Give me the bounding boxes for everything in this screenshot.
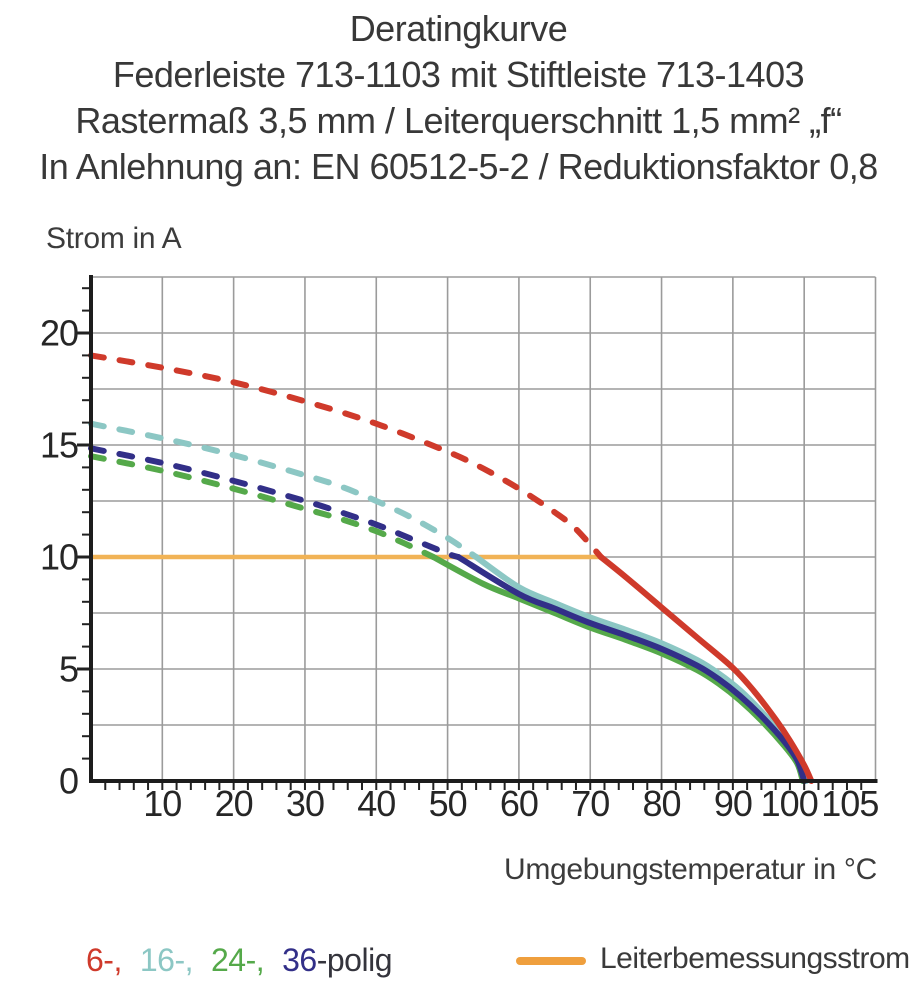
x-tick-label: 50 — [429, 783, 467, 824]
x-tick-label: 10 — [143, 783, 181, 824]
x-tick-label: 105 — [821, 783, 878, 824]
series-36-polig-solid-curve — [455, 554, 808, 784]
rated-current-label: Leiterbemessungsstrom — [600, 942, 910, 975]
legend-rated-current: Leiterbemessungsstrom — [516, 942, 910, 976]
legend-item-6-polig: 6-, — [86, 942, 122, 978]
title-line-2: Federleiste 713-1103 mit Stiftleiste 713… — [112, 54, 805, 95]
x-tick-label: 80 — [643, 783, 681, 824]
x-tick-label: 30 — [286, 783, 324, 824]
legend-item-24-polig: 24-, — [210, 942, 265, 978]
x-tick-label: 100 — [761, 783, 818, 824]
chart-title-block: Deratingkurve Federleiste 713-1103 mit S… — [0, 6, 917, 190]
title-line-1: Deratingkurve — [349, 8, 568, 49]
legend: 6-, 16-, 24-, 36-polig Leiterbemessungsstro… — [0, 936, 917, 986]
legend-polig-suffix: -polig — [316, 942, 393, 978]
series-16-polig-dashed-curve — [88, 420, 480, 560]
legend-item-16-polig: 16-, — [139, 942, 194, 978]
x-tick-label: 20 — [215, 783, 253, 824]
y-tick-label: 10 — [40, 537, 78, 578]
x-axis-title: Umgebungstemperatur in °C — [503, 853, 877, 886]
rated-current-line-swatch — [516, 957, 586, 965]
title-line-4: In Anlehnung an: EN 60512-5-2 / Reduktio… — [39, 146, 878, 187]
legend-pole-counts: 6-, 16-, 24-, 36-polig — [86, 942, 392, 979]
y-tick-label: 0 — [59, 761, 78, 802]
y-tick-label: 15 — [40, 425, 78, 466]
series-24-polig-dashed-curve — [88, 453, 437, 560]
y-axis-title: Strom in A — [46, 222, 182, 255]
series-6-polig-solid-curve — [597, 554, 815, 784]
y-tick-label: 5 — [59, 649, 78, 690]
x-tick-label: 70 — [571, 783, 609, 824]
series-36-polig-dashed-curve — [88, 445, 462, 560]
series-6-polig-dashed-curve — [88, 352, 604, 560]
x-tick-label: 40 — [357, 783, 395, 824]
title-line-3: Rastermaß 3,5 mm / Leiterquerschnitt 1,5… — [75, 100, 842, 141]
x-tick-label: 90 — [714, 783, 752, 824]
x-tick-label: 60 — [500, 783, 538, 824]
legend-item-36-polig: 36 — [282, 942, 317, 978]
y-tick-label: 20 — [40, 313, 78, 354]
